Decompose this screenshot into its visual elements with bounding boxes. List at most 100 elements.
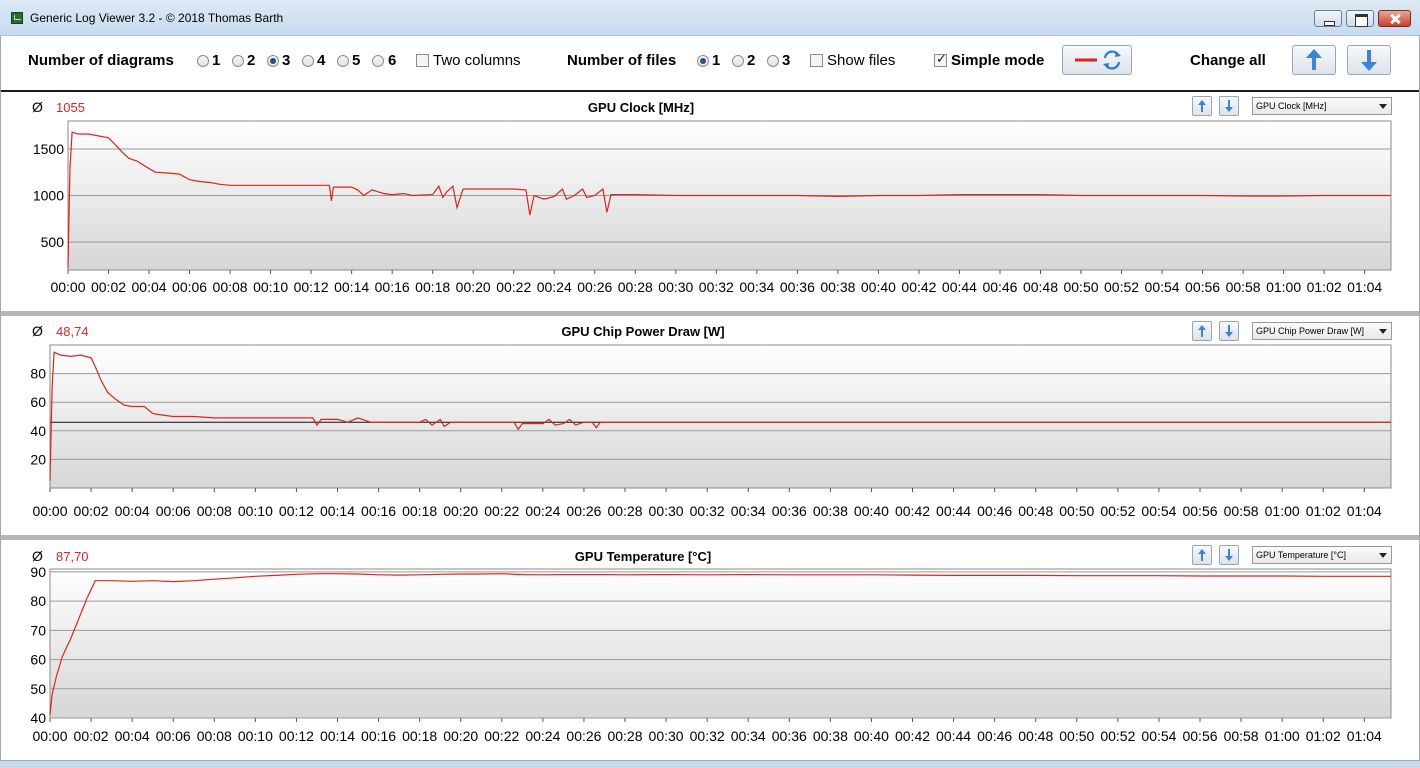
- chart-gpu-power: 20 40 60 80 00:00 00:02 00:04 00:06 00:08 00:10 00…: [30, 344, 1392, 519]
- line-refresh-glyphs: [1075, 50, 1121, 70]
- x-tick-label: 00:38: [813, 728, 848, 744]
- diagram-radio-1-label: 1: [212, 52, 221, 69]
- panel-down-button[interactable]: [1219, 545, 1239, 565]
- diagram-radio-2[interactable]: [232, 55, 244, 67]
- refresh-arrow-a: [1115, 51, 1121, 57]
- arrow-up-icon: [1306, 49, 1322, 70]
- show-files-checkbox[interactable]: [810, 54, 823, 67]
- x-tick-label: 00:08: [213, 279, 248, 295]
- x-tick-label: 00:44: [936, 728, 971, 744]
- x-tick-label: 01:02: [1306, 728, 1341, 744]
- x-tick-label: 01:00: [1265, 503, 1300, 519]
- channel-select[interactable]: GPU Clock [MHz]: [1252, 97, 1392, 115]
- x-tick-label: 00:30: [649, 503, 684, 519]
- x-tick-label: 00:36: [780, 279, 815, 295]
- x-tick-label: 00:18: [415, 279, 450, 295]
- x-tick-label: 00:32: [699, 279, 734, 295]
- x-tick-label: 00:54: [1145, 279, 1180, 295]
- x-tick-label: 00:30: [658, 279, 693, 295]
- channel-select-value: GPU Clock [MHz]: [1256, 101, 1327, 111]
- x-tick-label: 01:00: [1266, 279, 1301, 295]
- x-tick-label: 00:38: [820, 279, 855, 295]
- x-tick-label: 00:40: [854, 503, 889, 519]
- num-files-label: Number of files: [567, 52, 677, 69]
- x-tick-label: 00:16: [361, 503, 396, 519]
- x-tick-label: 00:22: [484, 503, 519, 519]
- simple-mode-label: Simple mode: [951, 52, 1045, 69]
- diagram-radio-5[interactable]: [337, 55, 349, 67]
- x-tick-label: 00:20: [443, 728, 478, 744]
- chart-gpu-temperature: 40 50 60 70 80 90 00:00 00:02 00:04 00:06 00:08 00:…: [30, 566, 1392, 744]
- chart-title: GPU Temperature [°C]: [574, 549, 712, 564]
- x-tick-label: 00:08: [197, 503, 232, 519]
- channel-select[interactable]: GPU Temperature [°C]: [1252, 546, 1392, 564]
- move-all-up-button[interactable]: [1292, 45, 1336, 75]
- x-tick-label: 00:58: [1224, 728, 1259, 744]
- avg-symbol: Ø: [32, 548, 43, 564]
- diagram-radio-3-label: 3: [282, 52, 291, 69]
- x-tick-label: 00:34: [731, 728, 766, 744]
- x-tick-label: 00:18: [402, 728, 437, 744]
- avg-value: 48,74: [56, 324, 89, 339]
- chart-title: GPU Clock [MHz]: [587, 100, 695, 115]
- diagram-radio-6[interactable]: [372, 55, 384, 67]
- x-tick-label: 00:42: [895, 503, 930, 519]
- x-tick-label: 00:14: [334, 279, 369, 295]
- panel-up-button[interactable]: [1192, 96, 1212, 116]
- line-style-refresh-button[interactable]: [1062, 45, 1132, 75]
- diagram-radio-4[interactable]: [302, 55, 314, 67]
- x-tick-label: 00:10: [238, 728, 273, 744]
- x-tick-label: 00:44: [936, 503, 971, 519]
- avg-value: 87,70: [56, 549, 89, 564]
- file-radio-1[interactable]: [697, 55, 709, 67]
- x-tick-label: 00:00: [32, 728, 67, 744]
- change-all-label: Change all: [1190, 52, 1266, 69]
- x-tick-label: 00:40: [854, 728, 889, 744]
- panel-up-button[interactable]: [1192, 545, 1212, 565]
- panel-down-button[interactable]: [1219, 96, 1239, 116]
- x-tick-label: 00:18: [402, 503, 437, 519]
- panel-up-button[interactable]: [1192, 321, 1212, 341]
- x-tick-label: 00:24: [525, 728, 560, 744]
- x-tick-label: 00:26: [566, 728, 601, 744]
- panel-down-button[interactable]: [1219, 321, 1239, 341]
- channel-select[interactable]: GPU Chip Power Draw [W]: [1252, 322, 1392, 340]
- x-tick-label: 00:58: [1226, 279, 1261, 295]
- diagram-radio-1[interactable]: [197, 55, 209, 67]
- x-tick-label: 00:34: [731, 503, 766, 519]
- simple-mode-checkbox[interactable]: [934, 52, 947, 67]
- x-tick-label: 00:28: [607, 503, 642, 519]
- file-radio-3[interactable]: [767, 55, 779, 67]
- x-tick-label: 00:52: [1100, 503, 1135, 519]
- x-tick-label: 00:20: [456, 279, 491, 295]
- x-tick-label: 00:56: [1182, 503, 1217, 519]
- diagram-radio-3[interactable]: [267, 55, 279, 67]
- arrow-down-icon: [1225, 325, 1233, 337]
- arrow-down-icon: [1361, 50, 1377, 71]
- y-tick-label: 70: [30, 622, 46, 638]
- title-bar: Generic Log Viewer 3.2 - © 2018 Thomas B…: [0, 0, 1420, 36]
- file-radio-2[interactable]: [732, 55, 744, 67]
- y-tick-label: 90: [30, 566, 46, 580]
- x-tick-label: 00:26: [577, 279, 612, 295]
- red-line-icon: [1075, 58, 1097, 62]
- y-tick-label: 80: [30, 593, 46, 609]
- close-button[interactable]: [1378, 10, 1411, 27]
- avg-symbol: Ø: [32, 323, 43, 339]
- window-frame: [0, 36, 1, 768]
- chevron-down-icon: [1379, 104, 1387, 109]
- move-all-down-button[interactable]: [1347, 45, 1391, 75]
- two-columns-checkbox[interactable]: [416, 54, 429, 67]
- chart-title: GPU Chip Power Draw [W]: [561, 324, 725, 339]
- x-tick-label: 00:02: [74, 503, 109, 519]
- x-tick-label: 00:06: [172, 279, 207, 295]
- x-tick-label: 00:14: [320, 728, 355, 744]
- x-tick-label: 00:34: [739, 279, 774, 295]
- maximize-button[interactable]: [1346, 10, 1374, 27]
- x-tick-label: 00:32: [690, 503, 725, 519]
- minimize-button[interactable]: [1314, 10, 1342, 27]
- x-tick-label: 01:04: [1347, 279, 1382, 295]
- x-tick-label: 00:28: [607, 728, 642, 744]
- x-tick-label: 01:04: [1347, 503, 1382, 519]
- x-tick-label: 00:56: [1182, 728, 1217, 744]
